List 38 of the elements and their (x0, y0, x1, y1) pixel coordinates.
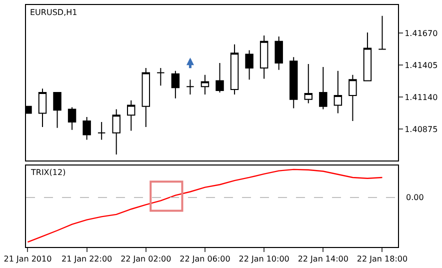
y-tick-label: 1.41670 (404, 29, 438, 38)
candlestick (304, 63, 312, 104)
y-tick-label: 1.40875 (404, 124, 438, 134)
candlestick (260, 35, 268, 80)
candlestick (245, 50, 254, 80)
candlestick (378, 15, 386, 50)
x-tick-label: 22 Jan 14:00 (298, 254, 348, 264)
candlestick (171, 70, 180, 99)
x-tick-label: 22 Jan 18:00 (356, 254, 408, 264)
candlestick (112, 108, 120, 155)
x-tick-label: 22 Jan 02:00 (120, 254, 172, 264)
x-tick-label: 22 Jan 06:00 (180, 254, 230, 264)
candlestick (156, 67, 165, 86)
candlestick (97, 122, 106, 140)
candlestick (82, 116, 91, 140)
y-tick-label: 1.41405 (404, 60, 438, 70)
x-tick-label: 22 Jan 10:00 (238, 254, 290, 264)
x-tick-label: 21 Jan 22:00 (61, 254, 112, 264)
chart-title: TRIX(12) (30, 168, 66, 177)
x-tick-label: 21 Jan 2010 (4, 254, 52, 264)
candlestick (230, 44, 239, 95)
candlestick (127, 100, 136, 132)
y-tick-label: 1.41140 (404, 92, 438, 102)
candlestick (142, 67, 150, 128)
candlestick (334, 70, 342, 114)
candlestick (38, 88, 47, 128)
candlestick (53, 92, 62, 128)
candlestick (216, 62, 224, 93)
candlestick (200, 74, 210, 95)
candlestick (186, 79, 194, 95)
ref-line-label: 0.00 (406, 193, 424, 202)
candlestick (289, 56, 298, 109)
chart-title: EURUSD,H1 (30, 8, 78, 17)
candlestick (68, 106, 76, 130)
candlestick (274, 36, 283, 70)
candlestick (363, 32, 372, 82)
candlestick (319, 66, 328, 110)
candlestick (348, 74, 357, 122)
